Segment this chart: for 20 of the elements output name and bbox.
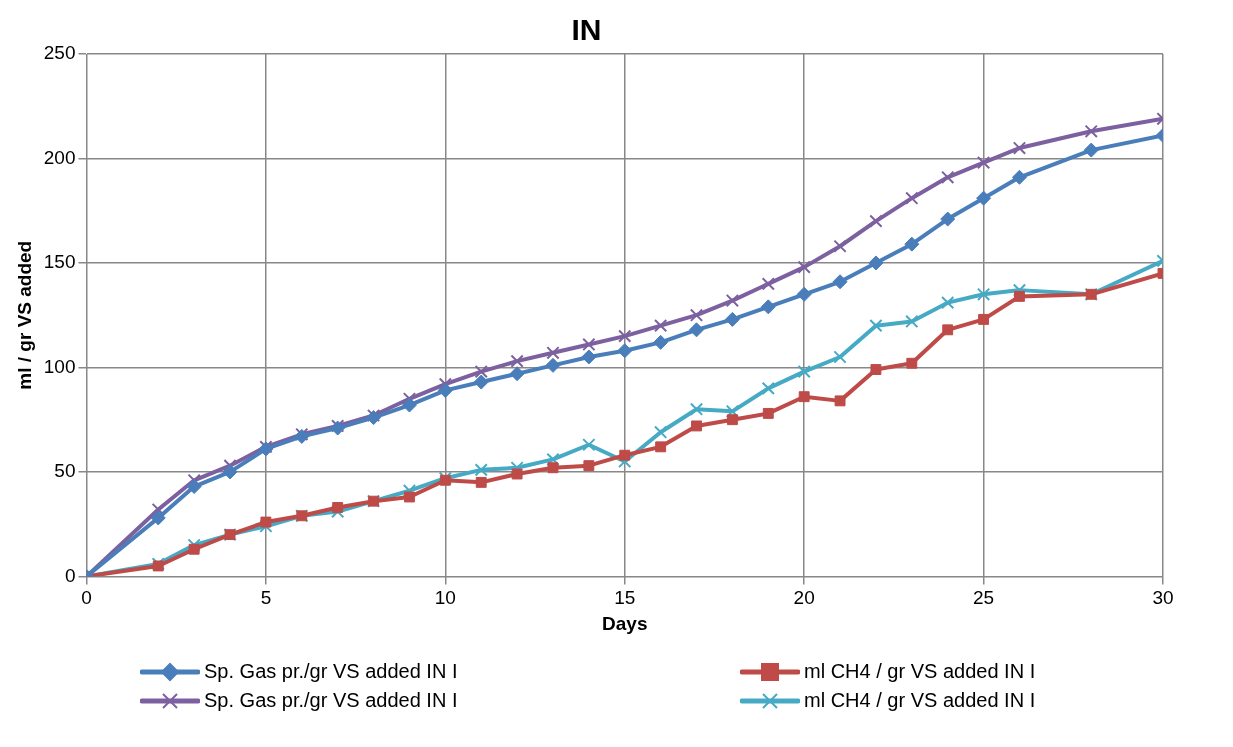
x-axis-title: Days	[602, 612, 648, 634]
y-tick-label: 150	[43, 251, 76, 273]
legend-label: Sp. Gas pr./gr VS added IN I	[204, 689, 458, 712]
x-tick-label: 5	[260, 587, 272, 609]
x-tick-label: 30	[1152, 587, 1174, 609]
x-tick-label: 15	[614, 587, 636, 609]
legend-label: ml CH4 / gr VS added IN I	[804, 689, 1036, 712]
legend-label: ml CH4 / gr VS added IN I	[804, 660, 1036, 683]
y-tick-label: 50	[54, 460, 76, 482]
y-tick-label: 200	[43, 146, 76, 168]
y-tick-label: 250	[43, 42, 76, 64]
y-axis-title: ml / gr VS added	[13, 240, 35, 390]
y-tick-label: 0	[64, 564, 76, 586]
legend-label: Sp. Gas pr./gr VS added IN I	[204, 660, 458, 683]
x-tick-label: 0	[81, 587, 92, 609]
chart-title: IN	[571, 13, 602, 47]
x-tick-label: 20	[793, 587, 815, 609]
x-tick-label: 25	[973, 587, 995, 609]
x-tick-label: 10	[434, 587, 456, 609]
y-tick-label: 100	[43, 355, 76, 377]
